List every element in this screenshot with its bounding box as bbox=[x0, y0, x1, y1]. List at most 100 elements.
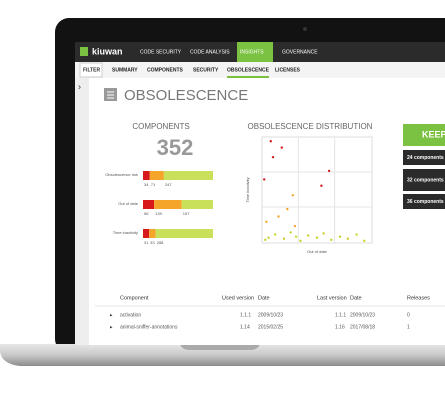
table-cell: activation bbox=[120, 312, 141, 318]
expand-arrow[interactable]: › bbox=[78, 81, 81, 91]
camera bbox=[303, 27, 307, 31]
table-header: Date bbox=[350, 295, 362, 301]
scatter-point bbox=[294, 235, 298, 238]
bar-value: 71 bbox=[151, 182, 156, 187]
table-cell: 2015/02/25 bbox=[258, 324, 283, 330]
bar-segment bbox=[149, 229, 156, 238]
scatter-point bbox=[265, 220, 268, 223]
table-cell: 1.14 bbox=[240, 324, 250, 330]
bar-segment bbox=[155, 229, 213, 238]
table-header: Used version bbox=[222, 295, 254, 301]
bar-label: Time inactivity bbox=[113, 230, 138, 235]
table-cell: 1.16 bbox=[335, 324, 345, 330]
bar-value: 139 bbox=[155, 211, 162, 216]
scatter-point bbox=[330, 238, 333, 242]
table-header: Releases bbox=[407, 295, 430, 301]
nav-tab[interactable]: CODE ANALYSIS bbox=[190, 49, 230, 55]
page-title: OBSOLESCENCE bbox=[124, 87, 248, 104]
nav-tab[interactable]: INSIGHTS bbox=[240, 49, 264, 55]
sub-tab[interactable]: OBSOLESCENCE bbox=[227, 67, 270, 73]
scatter-point bbox=[338, 235, 342, 238]
plot-area bbox=[261, 136, 373, 244]
side-heading: KEEP bbox=[422, 129, 445, 139]
bar-segment bbox=[143, 171, 150, 180]
sub-tab[interactable]: SUMMARY bbox=[112, 67, 138, 73]
bar-segment bbox=[163, 171, 213, 180]
table-cell: 0 bbox=[407, 312, 410, 318]
side-card[interactable] bbox=[403, 194, 445, 209]
table-cell: 2009/10/23 bbox=[350, 312, 375, 318]
scatter-point bbox=[293, 224, 297, 228]
scatter-point bbox=[291, 194, 294, 197]
bar-segment bbox=[143, 229, 150, 238]
scatter-point bbox=[346, 237, 349, 240]
components-title: COMPONENTS bbox=[132, 122, 189, 131]
screen-bg bbox=[75, 42, 445, 345]
bar-value: 56 bbox=[144, 211, 149, 216]
bar-value: 31 bbox=[144, 240, 149, 245]
scatter-point bbox=[286, 207, 289, 211]
scatter-point bbox=[327, 169, 331, 173]
bar-segment bbox=[154, 200, 182, 209]
sub-tab[interactable]: COMPONENTS bbox=[147, 67, 184, 73]
table-header: Last version bbox=[317, 295, 347, 301]
table-header: Component bbox=[120, 295, 149, 301]
scatter-point bbox=[263, 178, 266, 181]
scatter-point bbox=[322, 232, 325, 235]
logo-icon bbox=[80, 47, 88, 56]
scatter-point bbox=[267, 236, 270, 239]
scatter-point bbox=[289, 231, 292, 234]
bar-value: 247 bbox=[165, 182, 172, 187]
scatter-point bbox=[282, 237, 286, 240]
x-axis-label: Out of date bbox=[307, 249, 328, 254]
side-card-text: 36 components bbox=[407, 199, 444, 205]
table-cell: 2017/08/18 bbox=[350, 324, 375, 330]
table-header: Date bbox=[258, 295, 270, 301]
active-tab-bg bbox=[237, 42, 273, 62]
row-expander[interactable]: ▸ bbox=[110, 312, 113, 318]
table-cell: 1 bbox=[407, 324, 410, 330]
scatter-point bbox=[271, 155, 275, 159]
row-expander[interactable]: ▸ bbox=[110, 324, 113, 330]
scatter-point bbox=[320, 184, 323, 187]
bar-value: 34 bbox=[144, 182, 149, 187]
side-card-text: 32 components inactivity bbox=[407, 177, 445, 183]
scatter-point bbox=[264, 238, 267, 242]
scatter-point bbox=[269, 140, 272, 143]
table-cell: 1.1.1 bbox=[240, 312, 251, 318]
side-heading-bg bbox=[403, 124, 445, 146]
logo: kiuwan bbox=[92, 46, 123, 56]
components-total: 352 bbox=[157, 135, 194, 160]
y-axis-label: Time inactivity bbox=[245, 177, 250, 202]
sub-tab[interactable]: LICENSES bbox=[275, 67, 301, 73]
bar-segment bbox=[143, 200, 155, 209]
active-underline bbox=[227, 76, 269, 78]
sub-tab[interactable]: SECURITY bbox=[193, 67, 219, 73]
scatter-point bbox=[274, 233, 277, 236]
scatter-point bbox=[280, 146, 283, 149]
scatter-point bbox=[363, 239, 366, 243]
nav-tab[interactable]: GOVERNANCE bbox=[282, 49, 318, 55]
bar-label: Obsolescence risk bbox=[105, 172, 138, 177]
scatter-point bbox=[307, 234, 310, 237]
side-card[interactable] bbox=[403, 169, 445, 191]
table-cell: 1.1.1 bbox=[335, 312, 346, 318]
sub-nav bbox=[75, 62, 445, 78]
bar-value: 288 bbox=[157, 240, 164, 245]
side-card[interactable] bbox=[403, 150, 445, 165]
table-cell: 2009/10/23 bbox=[258, 312, 283, 318]
filter-button[interactable]: FILTER bbox=[83, 67, 101, 73]
bar-value: 157 bbox=[183, 211, 190, 216]
scatter-point bbox=[315, 236, 319, 239]
nav-tab[interactable]: CODE SECURITY bbox=[140, 49, 182, 55]
filter-bg bbox=[79, 62, 103, 78]
base-notch bbox=[180, 344, 260, 350]
bar-value: 33 bbox=[150, 240, 155, 245]
bar-segment bbox=[149, 171, 164, 180]
screen: › kiuwan CODE SECURITY CODE ANALYSIS INSIGH… bbox=[75, 42, 445, 345]
scatter-point bbox=[355, 233, 358, 236]
scatter-title: OBSOLESCENCE DISTRIBUTION bbox=[248, 122, 373, 131]
bar-segment bbox=[181, 200, 213, 209]
side-strip bbox=[75, 78, 89, 345]
